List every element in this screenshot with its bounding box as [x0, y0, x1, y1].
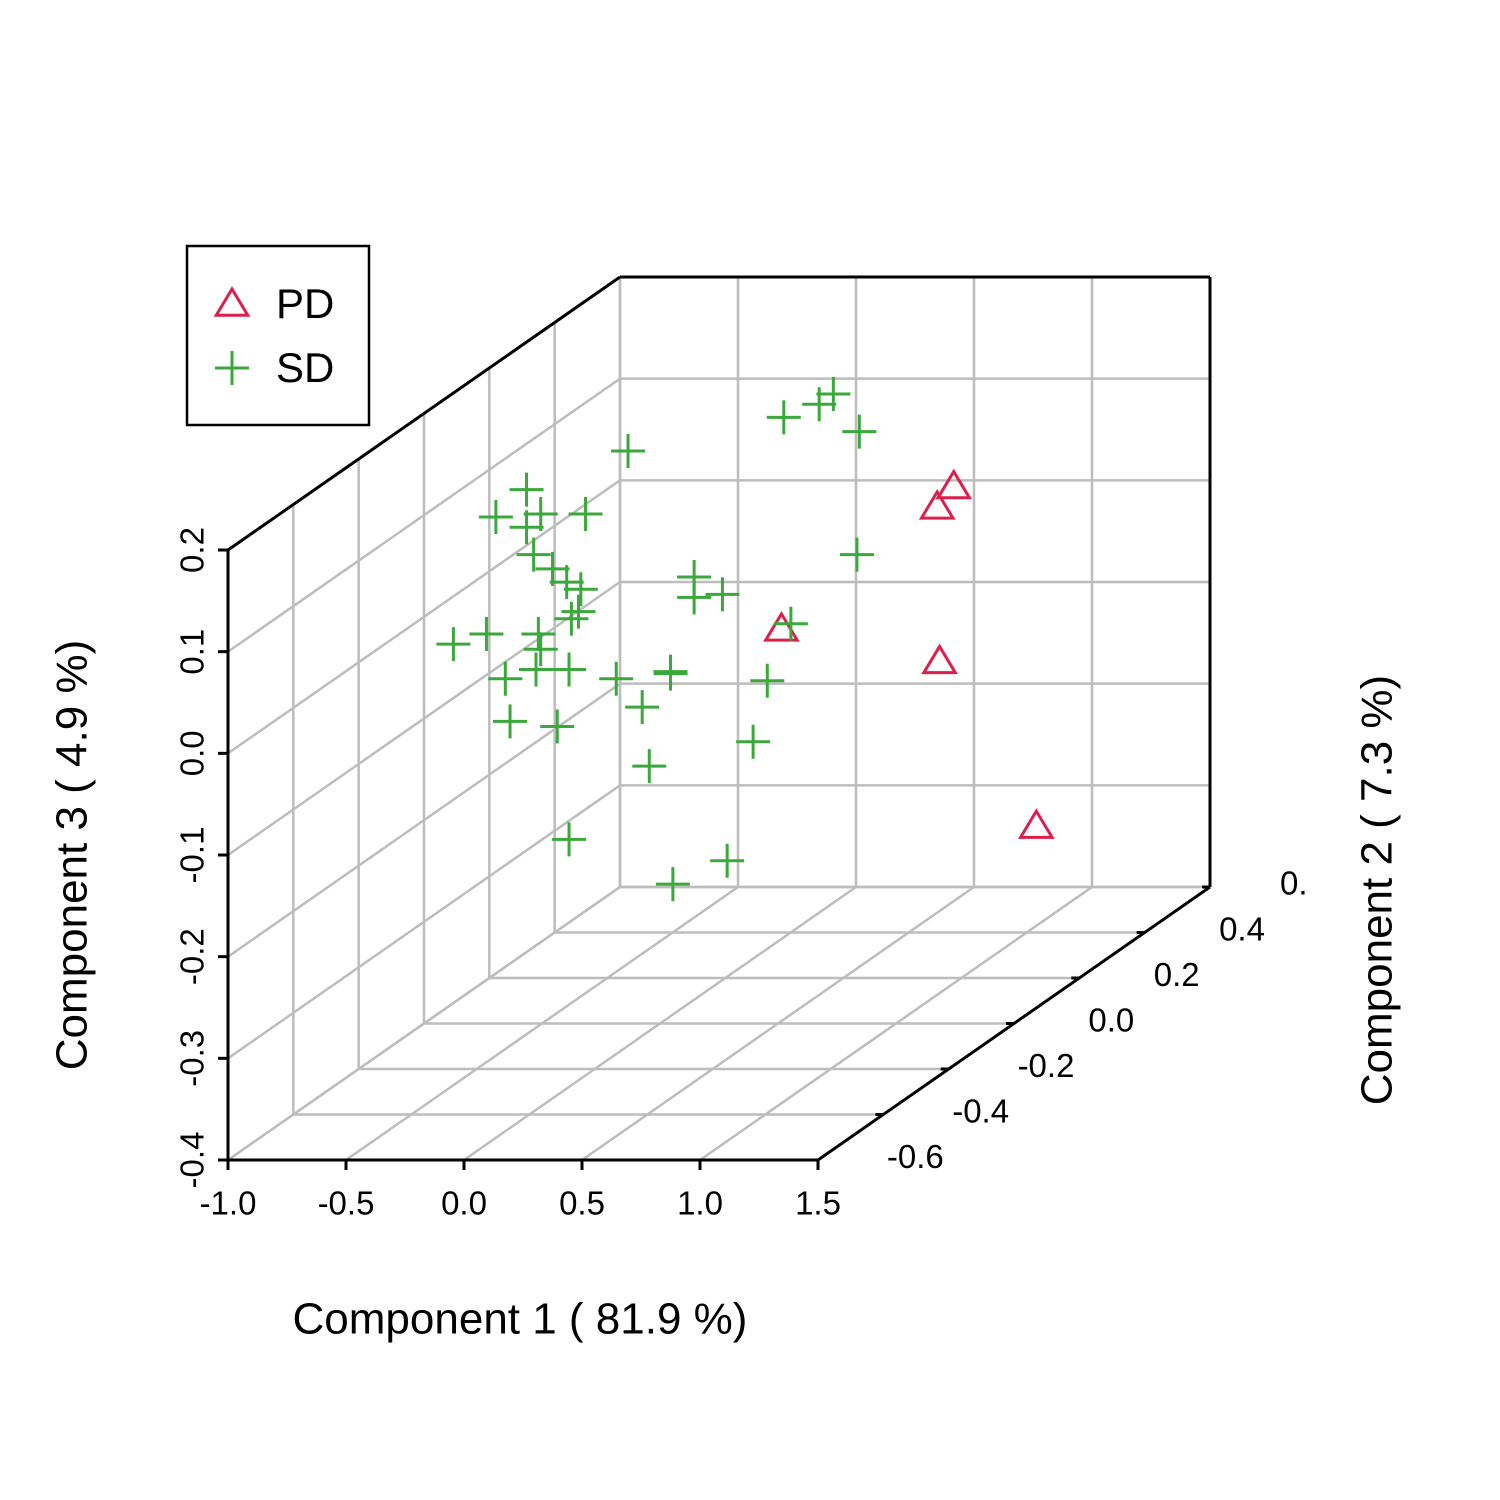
x-tick-label: -0.5: [318, 1185, 375, 1222]
point: [540, 709, 575, 744]
z-tick-label: 0.1: [174, 629, 211, 675]
z-tick-label: -0.2: [174, 928, 211, 985]
y-tick-label: 0.2: [1154, 956, 1200, 993]
z-tick-label: -0.1: [174, 827, 211, 884]
grid-line: [227, 784, 621, 1060]
point: [677, 580, 712, 615]
point: [802, 387, 837, 422]
point: [516, 537, 551, 572]
y-tick-label: -0.6: [887, 1138, 944, 1175]
point: [710, 843, 745, 878]
point: [625, 690, 660, 725]
x-tick-label: 0.0: [441, 1185, 487, 1222]
point: [921, 643, 958, 675]
z-axis-title: Component 3 ( 4.9 %): [48, 640, 97, 1070]
grid-line: [227, 479, 621, 755]
x-tick-label: 0.5: [559, 1185, 605, 1222]
point: [552, 652, 587, 687]
x-axis-title: Component 1 ( 81.9 %): [293, 1295, 748, 1344]
point: [842, 414, 877, 449]
point: [655, 867, 690, 902]
point: [599, 661, 634, 696]
point: [1017, 808, 1055, 839]
point: [839, 537, 874, 572]
y-tick-label: -0.2: [1018, 1047, 1075, 1084]
legend-label: SD: [276, 344, 334, 391]
legend-label: PD: [276, 280, 334, 327]
box: -1.0 -0.5 0.0 0.5 1.0 1.5-0.6-0.4-0.20.00.20.…: [174, 275, 1265, 1222]
point: [563, 572, 598, 607]
y-tick-label: 0.4: [1219, 911, 1265, 948]
point: [552, 822, 587, 857]
grid-line: [227, 885, 621, 1162]
point: [561, 594, 596, 629]
legend-marker: [213, 286, 251, 317]
point: [736, 724, 771, 759]
point: [816, 377, 851, 412]
legend: PD SD: [185, 244, 371, 427]
y-tick-label: -0.4: [952, 1093, 1009, 1130]
z-tick-label: 0.2: [174, 527, 211, 573]
grid: [227, 275, 1212, 1162]
point: [653, 656, 688, 691]
point: [632, 749, 667, 784]
point: [493, 704, 528, 739]
point: [705, 577, 740, 612]
x-tick-label: -1.0: [200, 1185, 257, 1222]
point: [523, 632, 558, 667]
point: [750, 663, 785, 698]
z-tick-label: 0.0: [174, 730, 211, 776]
y-tick-label: 0.0: [1088, 1002, 1134, 1039]
legend-box: [185, 244, 371, 427]
point: [523, 497, 558, 532]
point: [519, 652, 553, 687]
point: [436, 627, 471, 662]
y-axis-title: Component 2 ( 7.3 %): [1353, 675, 1402, 1105]
grid-line: [227, 377, 621, 653]
point: [535, 551, 570, 586]
point: [488, 661, 523, 696]
point: [763, 610, 800, 642]
grid-line: [227, 580, 621, 857]
point: [554, 601, 589, 636]
axis-line: [227, 275, 621, 552]
point: [478, 500, 513, 535]
grid-line: [227, 682, 621, 958]
point: [549, 565, 584, 600]
z-tick-label: -0.4: [174, 1132, 211, 1189]
point: [469, 616, 504, 651]
points: [436, 377, 1055, 902]
z-tick-label: -0.3: [174, 1030, 211, 1087]
x-tick-label: 1.0: [677, 1185, 723, 1222]
point: [935, 468, 973, 500]
point: [509, 510, 544, 545]
annotation: 0.: [1280, 865, 1308, 902]
legend-marker: [215, 351, 249, 385]
point: [918, 488, 956, 520]
point: [521, 616, 556, 651]
point: [773, 606, 808, 641]
point: [568, 497, 603, 532]
x-tick-label: 1.5: [795, 1185, 841, 1222]
point: [611, 433, 646, 468]
point: [766, 400, 801, 435]
point: [509, 472, 544, 507]
